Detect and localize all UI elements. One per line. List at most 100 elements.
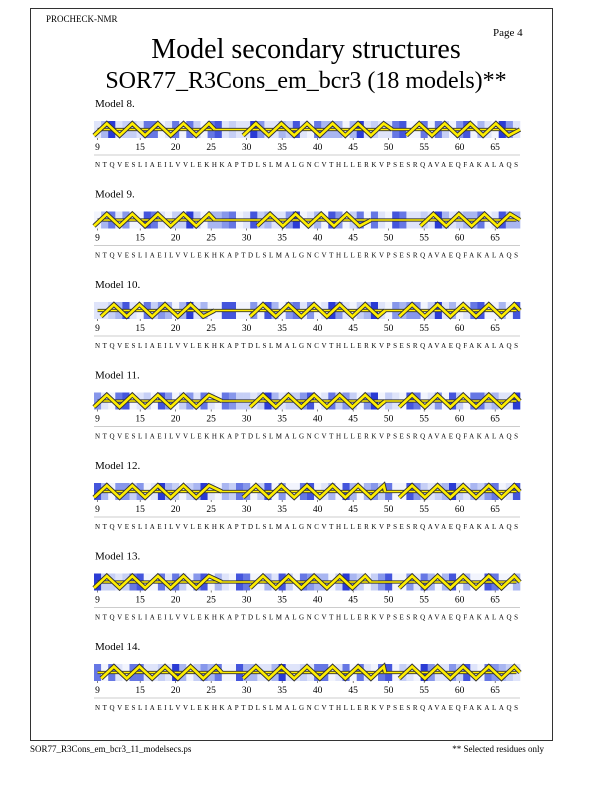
page-subtitle: SOR77_R3Cons_em_bcr3 (18 models)** (105, 68, 506, 94)
sequence: NTQVESLIAEILVVLEKHKAPTDLSLMALGNCVTHLLERK… (95, 704, 518, 712)
model-label: Model 13. (95, 551, 140, 563)
residue-number: 25 (206, 234, 216, 244)
residue-number: 35 (277, 686, 287, 696)
residue-number: 65 (490, 234, 500, 244)
residue-number: 40 (313, 234, 323, 244)
model-label: Model 9. (95, 189, 135, 201)
helix (256, 212, 372, 228)
model-label: Model 12. (95, 460, 140, 472)
sequence: NTQVESLIAEILVVLEKHKAPTDLSLMALGNCVTHLLERK… (95, 614, 518, 622)
residue-number: 60 (455, 505, 465, 515)
residue-number: 45 (348, 415, 358, 425)
shading-cell (512, 302, 521, 319)
footer-note: ** Selected residues only (452, 744, 544, 754)
residue-number: 20 (171, 596, 181, 606)
residue-number: 45 (348, 234, 358, 244)
shading-cell (512, 573, 521, 591)
sequence: NTQVESLIAEILVVLEKHKAPTDLSLMALGNCVTHLLERK… (95, 161, 518, 169)
residue-number: 20 (171, 505, 181, 515)
residue-number: 40 (313, 143, 323, 153)
residue-number: 55 (419, 505, 429, 515)
residue-number: 40 (313, 324, 323, 334)
residue-number: 30 (242, 415, 252, 425)
program-name: PROCHECK-NMR (46, 14, 118, 24)
helix (398, 393, 521, 409)
residue-number: 35 (277, 324, 287, 334)
helix (249, 574, 372, 590)
residue-number: 60 (455, 415, 465, 425)
residue-number: 25 (206, 324, 216, 334)
page-number: Page 4 (493, 27, 523, 39)
shading-cell (512, 664, 521, 681)
residue-number: 45 (348, 324, 358, 334)
residue-number: 35 (277, 415, 287, 425)
model-label: Model 8. (95, 98, 135, 110)
residue-number: 9 (95, 505, 100, 515)
helix (93, 393, 223, 409)
residue-number: 9 (95, 686, 100, 696)
footer-file: SOR77_R3Cons_em_bcr3_11_modelsecs.ps (30, 744, 192, 754)
residue-number: 20 (171, 234, 181, 244)
residue-number: 50 (384, 324, 394, 334)
residue-number: 30 (242, 596, 252, 606)
residue-number: 20 (171, 415, 181, 425)
model-label: Model 11. (95, 370, 140, 382)
residue-number: 20 (171, 143, 181, 153)
residue-number: 50 (384, 415, 394, 425)
helix (93, 483, 223, 500)
model-label: Model 10. (95, 279, 140, 291)
page-title: Model secondary structures (151, 34, 460, 65)
residue-number: 30 (242, 686, 252, 696)
helix (93, 121, 216, 138)
residue-number: 60 (455, 143, 465, 153)
helix (398, 664, 521, 681)
helix (93, 212, 216, 228)
residue-number: 9 (95, 596, 100, 606)
residue-number: 55 (419, 415, 429, 425)
residue-number: 60 (455, 686, 465, 696)
residue-number: 9 (95, 234, 100, 244)
residue-number: 15 (135, 505, 145, 515)
residue-number: 35 (277, 505, 287, 515)
residue-number: 50 (384, 596, 394, 606)
residue-number: 15 (135, 143, 145, 153)
residue-number: 55 (419, 686, 429, 696)
helix (100, 664, 223, 681)
residue-number: 65 (490, 415, 500, 425)
residue-number: 50 (384, 505, 394, 515)
residue-number: 20 (171, 686, 181, 696)
residue-number: 30 (242, 234, 252, 244)
residue-number: 65 (490, 505, 500, 515)
residue-number: 35 (277, 234, 287, 244)
residue-number: 9 (95, 415, 100, 425)
sequence: NTQVESLIAEILVVLEKHKAPTDLSLMALGNCVTHLLERK… (95, 342, 518, 350)
residue-number: 60 (455, 596, 465, 606)
shading-cell (512, 392, 521, 410)
residue-number: 9 (95, 324, 100, 334)
residue-number: 15 (135, 686, 145, 696)
residue-number: 65 (490, 596, 500, 606)
helix (398, 302, 521, 319)
residue-number: 25 (206, 686, 216, 696)
page-border (30, 8, 553, 741)
helix (398, 483, 521, 500)
residue-number: 30 (242, 505, 252, 515)
helix (405, 121, 521, 138)
helix (93, 574, 223, 590)
residue-number: 60 (455, 324, 465, 334)
shading-cell (512, 483, 521, 500)
model-label: Model 14. (95, 641, 140, 653)
residue-number: 50 (384, 234, 394, 244)
residue-number: 30 (242, 143, 252, 153)
helix (242, 121, 393, 138)
residue-number: 45 (348, 143, 358, 153)
residue-number: 45 (348, 505, 358, 515)
residue-number: 55 (419, 234, 429, 244)
helix (242, 664, 387, 681)
residue-number: 15 (135, 324, 145, 334)
helix (249, 302, 386, 319)
residue-number: 35 (277, 143, 287, 153)
residue-number: 40 (313, 505, 323, 515)
residue-number: 55 (419, 324, 429, 334)
